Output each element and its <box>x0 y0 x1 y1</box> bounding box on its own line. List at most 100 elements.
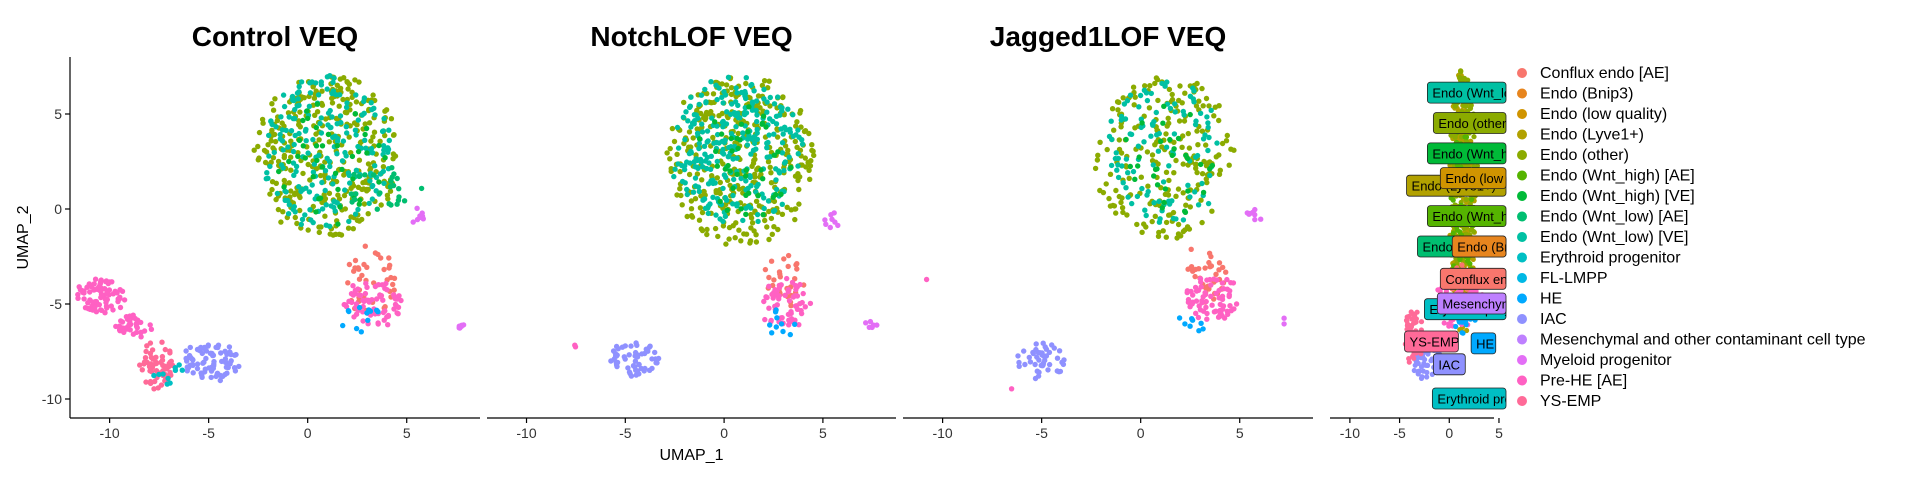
data-point <box>778 315 784 321</box>
data-point <box>675 145 682 151</box>
data-point <box>342 206 348 212</box>
data-point <box>195 347 202 353</box>
data-point <box>355 117 361 123</box>
data-point <box>764 140 770 146</box>
data-point <box>143 379 149 385</box>
data-point <box>770 208 777 214</box>
data-point <box>1144 97 1151 104</box>
data-point <box>793 123 799 129</box>
data-point <box>639 351 645 357</box>
data-point <box>701 143 708 149</box>
data-point <box>1414 360 1420 366</box>
data-point <box>1208 107 1214 114</box>
data-point <box>751 140 758 147</box>
data-point <box>781 256 787 262</box>
data-point <box>762 316 768 323</box>
data-point <box>376 179 382 185</box>
data-point <box>809 142 815 148</box>
data-point <box>735 130 741 137</box>
data-point <box>1132 176 1138 182</box>
x-tick-label: 5 <box>819 425 827 441</box>
data-point <box>302 212 308 218</box>
data-point <box>1022 361 1028 368</box>
legend-swatch <box>1517 334 1527 345</box>
data-point <box>1149 152 1156 158</box>
data-point <box>721 89 727 95</box>
data-point <box>705 181 712 187</box>
data-point <box>1452 134 1458 140</box>
data-point <box>357 139 364 146</box>
data-point <box>370 134 376 140</box>
data-point <box>165 375 171 382</box>
data-point <box>1156 229 1162 236</box>
data-point <box>1204 316 1210 322</box>
data-point <box>1453 323 1459 330</box>
data-point <box>701 189 707 195</box>
legend-item: Endo (Bnip3) <box>1517 86 1633 103</box>
data-point <box>391 292 397 298</box>
data-point <box>779 150 786 156</box>
data-point <box>1111 127 1117 133</box>
data-point <box>762 266 769 273</box>
data-point <box>132 315 138 322</box>
data-point <box>289 93 296 100</box>
data-point <box>291 191 298 198</box>
data-point <box>1200 189 1207 196</box>
data-point <box>1194 128 1200 134</box>
data-point <box>1193 298 1200 304</box>
data-point <box>775 149 781 155</box>
data-point <box>365 211 371 217</box>
data-point <box>333 115 339 122</box>
data-point <box>374 296 380 302</box>
data-point <box>302 155 308 161</box>
data-point <box>1171 131 1178 137</box>
data-point <box>261 147 268 154</box>
data-point <box>272 96 278 102</box>
data-point <box>362 137 368 143</box>
data-point <box>714 131 721 138</box>
data-point <box>1156 198 1162 205</box>
data-point <box>686 104 693 111</box>
data-point <box>1123 136 1129 143</box>
data-point <box>795 163 801 169</box>
data-point <box>251 147 257 153</box>
data-point <box>401 198 408 204</box>
data-point <box>363 280 369 287</box>
data-point <box>1148 133 1154 139</box>
data-point <box>755 218 761 225</box>
data-point <box>634 354 641 360</box>
data-point <box>721 172 728 178</box>
legend-swatch <box>1517 211 1527 222</box>
data-point <box>374 206 380 212</box>
data-point <box>296 89 302 95</box>
data-point <box>778 321 785 327</box>
data-point <box>286 158 292 165</box>
data-point <box>353 92 359 98</box>
data-point <box>689 120 696 127</box>
data-point <box>262 159 269 166</box>
cluster-label-text: Conflux endo [AE] <box>1445 272 1550 287</box>
data-point <box>356 157 363 163</box>
data-point <box>297 109 303 115</box>
data-point <box>1424 362 1430 368</box>
data-point <box>200 360 206 366</box>
data-point <box>1166 177 1172 184</box>
data-point <box>1185 182 1191 188</box>
data-point <box>1145 183 1151 189</box>
data-point <box>713 82 719 88</box>
data-point <box>316 229 322 236</box>
data-point <box>271 149 277 156</box>
data-point <box>1185 299 1192 305</box>
data-point <box>1202 290 1208 296</box>
data-point <box>714 96 720 103</box>
data-point <box>788 303 794 309</box>
data-point <box>260 120 266 126</box>
data-point <box>179 367 185 373</box>
data-point <box>281 154 287 161</box>
data-point <box>1124 212 1130 218</box>
data-point <box>626 352 632 358</box>
data-point <box>1108 118 1114 124</box>
data-point <box>141 359 148 365</box>
data-point <box>1258 216 1264 222</box>
data-point <box>345 280 351 286</box>
